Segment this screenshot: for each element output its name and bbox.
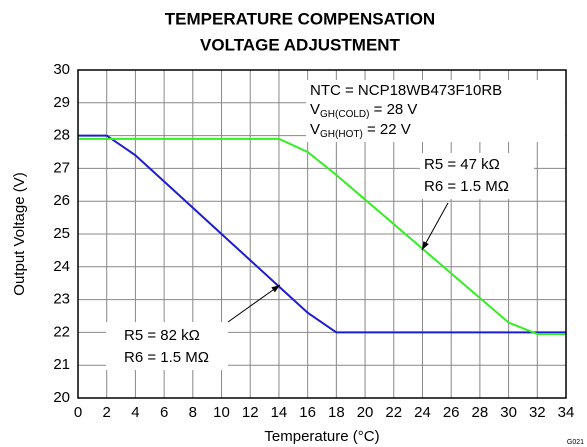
arrow-head <box>271 285 280 293</box>
annotation-sub: GH(HOT) <box>320 129 363 140</box>
x-tick-label: 22 <box>385 404 402 421</box>
y-tick-label: 29 <box>53 94 70 111</box>
annotation-box <box>420 153 534 199</box>
x-tick-label: 18 <box>328 404 345 421</box>
y-tick-label: 23 <box>53 291 70 308</box>
x-tick-label: 8 <box>189 404 197 421</box>
y-tick-label: 22 <box>53 323 70 340</box>
chart-title: VOLTAGE ADJUSTMENT <box>200 35 401 54</box>
annotation-part: = 28 V <box>369 101 417 118</box>
x-tick-label: 30 <box>500 404 517 421</box>
x-tick-label: 4 <box>131 404 139 421</box>
y-tick-label: 26 <box>53 192 70 209</box>
x-tick-label: 24 <box>414 404 431 421</box>
annotation: VGH(COLD) = 28 V <box>310 101 417 120</box>
annotation: R5 = 82 kΩ <box>124 327 200 344</box>
y-axis-label: Output Voltage (V) <box>11 172 28 295</box>
y-tick-label: 30 <box>53 61 70 78</box>
annotation-part: = 22 V <box>363 121 411 138</box>
x-tick-label: 20 <box>357 404 374 421</box>
annotation-sub: GH(COLD) <box>320 109 369 120</box>
annotation-box <box>306 80 565 142</box>
x-axis-label: Temperature (°C) <box>264 428 379 445</box>
plot-border <box>77 69 567 399</box>
annotation: NTC = NCP18WB473F10RB <box>310 82 502 99</box>
x-tick-label: 6 <box>160 404 168 421</box>
annotation: R6 = 1.5 MΩ <box>424 178 509 195</box>
y-tick-label: 24 <box>53 258 70 275</box>
annotation-box <box>106 322 228 370</box>
x-tick-label: 0 <box>74 404 82 421</box>
figure-id: G021 <box>567 439 584 446</box>
annotation: VGH(HOT) = 22 V <box>310 121 411 140</box>
y-tick-label: 27 <box>53 159 70 176</box>
annotation: R5 = 47 kΩ <box>424 156 500 173</box>
chart-title: TEMPERATURE COMPENSATION <box>165 9 435 28</box>
y-tick-label: 21 <box>53 356 70 373</box>
arrow <box>421 202 449 251</box>
series-line <box>78 134 566 334</box>
annotation: R6 = 1.5 MΩ <box>124 349 209 366</box>
series-line <box>78 137 566 336</box>
x-tick-label: 34 <box>558 404 575 421</box>
x-tick-label: 32 <box>529 404 546 421</box>
annotation-part: V <box>310 101 320 118</box>
y-tick-label: 20 <box>53 389 70 406</box>
x-tick-label: 14 <box>271 404 288 421</box>
x-tick-label: 12 <box>242 404 259 421</box>
x-tick-label: 16 <box>299 404 316 421</box>
arrow-head <box>422 241 429 250</box>
y-tick-label: 28 <box>53 127 70 144</box>
annotation-part: V <box>310 121 320 138</box>
x-tick-label: 10 <box>213 404 230 421</box>
x-tick-label: 28 <box>472 404 489 421</box>
x-tick-label: 26 <box>443 404 460 421</box>
x-tick-label: 2 <box>103 404 111 421</box>
y-tick-label: 25 <box>53 225 70 242</box>
arrow <box>227 284 281 323</box>
